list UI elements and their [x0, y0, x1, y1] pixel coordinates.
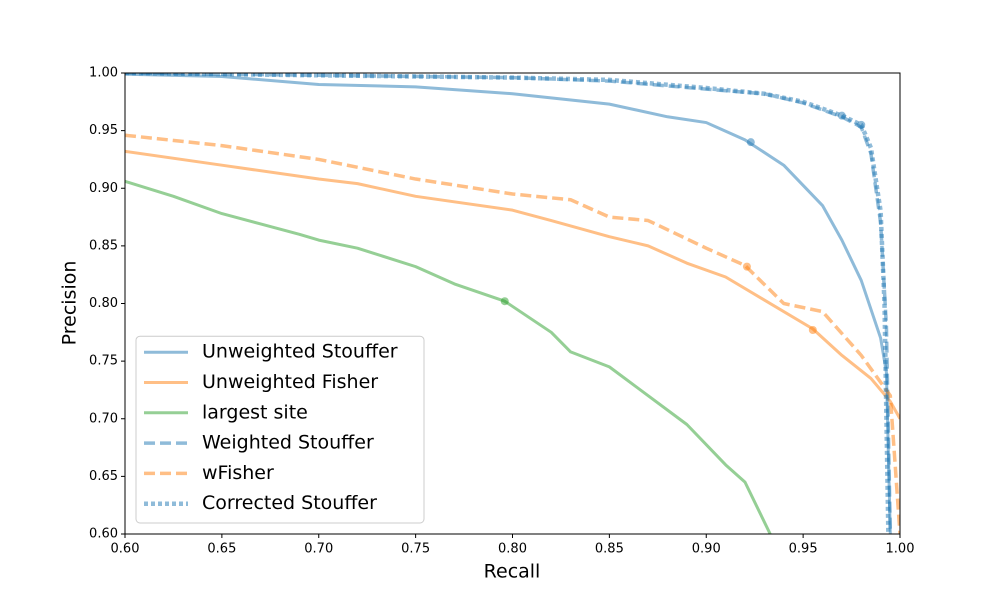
y-tick-label: 0.65	[89, 469, 118, 484]
x-tick-label: 0.70	[304, 542, 333, 557]
y-tick-label: 0.95	[89, 123, 118, 138]
series-marker	[808, 326, 817, 335]
series-line	[125, 133, 900, 534]
y-tick-label: 0.60	[89, 527, 118, 542]
series-marker	[500, 297, 509, 306]
y-tick-label: 0.85	[89, 238, 118, 253]
series-line	[125, 179, 772, 534]
x-tick-label: 0.85	[595, 542, 624, 557]
series-line	[125, 149, 900, 420]
series-line	[125, 73, 891, 534]
x-tick-label: 0.90	[692, 542, 721, 557]
x-tick-label: 0.75	[401, 542, 430, 557]
series-marker	[742, 262, 751, 271]
y-axis-label: Precision	[59, 261, 81, 346]
legend-box	[135, 335, 425, 524]
y-tick-label: 0.70	[89, 411, 118, 426]
x-tick-label: 0.80	[498, 542, 527, 557]
x-tick-label: 0.65	[207, 542, 236, 557]
legend-label: largest site	[202, 401, 308, 423]
x-tick-label: 0.95	[789, 542, 818, 557]
legend-label: Weighted Stouffer	[202, 432, 374, 454]
series-line	[125, 73, 892, 534]
legend-label: Unweighted Stouffer	[202, 341, 398, 363]
series-marker	[857, 120, 866, 129]
y-tick-label: 0.80	[89, 296, 118, 311]
x-tick-label: 0.60	[111, 542, 140, 557]
y-tick-label: 0.75	[89, 354, 118, 369]
y-tick-label: 1.00	[89, 66, 118, 81]
plot-area	[125, 73, 900, 534]
legend-label: Unweighted Fisher	[202, 371, 378, 393]
y-tick-label: 0.90	[89, 181, 118, 196]
legend-label: Corrected Stouffer	[202, 492, 377, 514]
x-tick-label: 1.00	[886, 542, 915, 557]
legend-label: wFisher	[202, 462, 274, 484]
series-marker	[746, 138, 755, 147]
x-axis-label: Recall	[484, 561, 541, 583]
